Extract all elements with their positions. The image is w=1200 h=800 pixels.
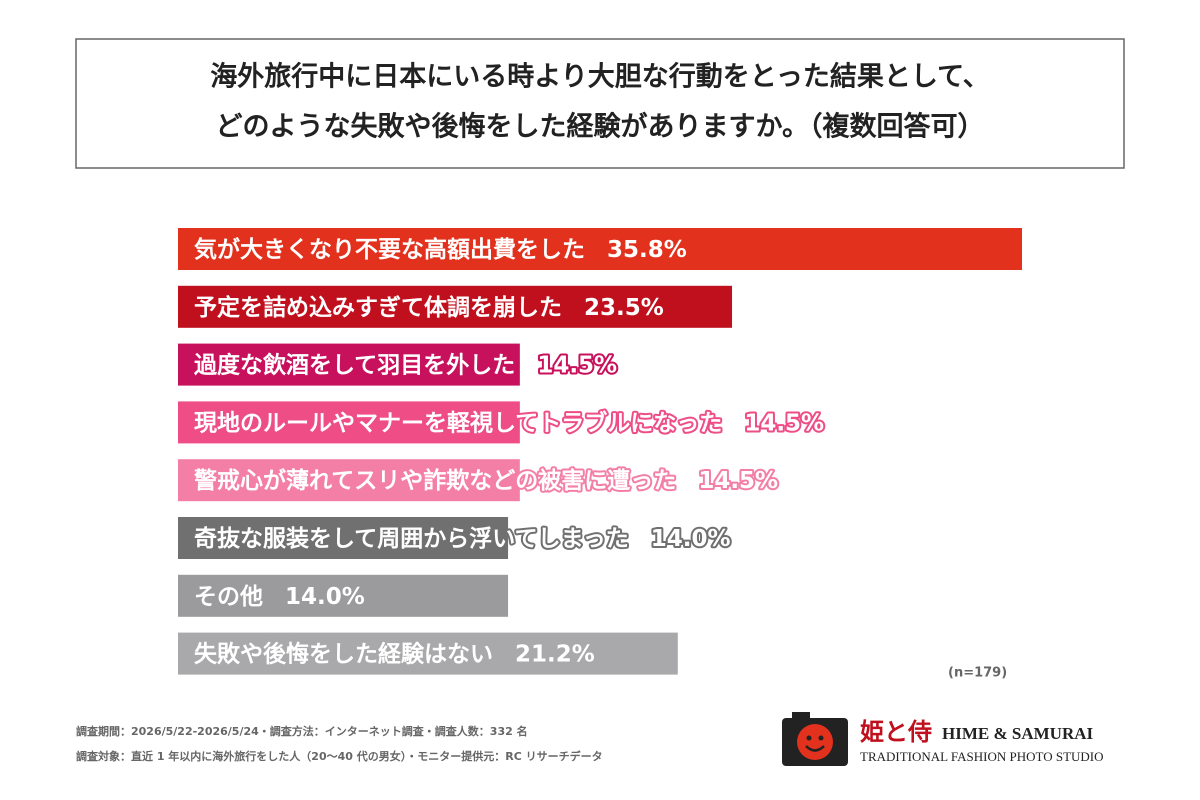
value-label: 14.5% — [744, 410, 824, 436]
title-box — [75, 38, 1125, 169]
logo-kanji: 姫と侍 — [860, 718, 932, 746]
logo-name: HIME & SAMURAI — [942, 724, 1093, 743]
bar-label: 奇抜な服装をして周囲から浮いてしまった 14.0% — [194, 525, 731, 552]
bar — [178, 632, 678, 675]
footer-note: 調査期間：2026/5/22-2026/5/24・調査方法：インターネット調査・… — [76, 724, 528, 738]
category-label: 過度な飲酒をして羽目を外した — [194, 351, 515, 378]
bar — [178, 517, 509, 559]
chart-title: 海外旅行中に日本にいる時より大胆な行動をとった結果として、 — [210, 61, 990, 93]
bar — [178, 343, 520, 386]
value-label: 14.0% — [651, 526, 731, 552]
bar-label: その他 14.0% — [194, 583, 365, 609]
bar-label: 予定を詰め込みすぎて体調を崩した 23.5% — [194, 293, 664, 320]
category-label: 現地のルールやマナーを軽視してトラブルになった — [194, 409, 722, 436]
category-label: その他 — [194, 583, 263, 609]
footer-note: 調査対象：直近 1 年以内に海外旅行をした人（20〜40 代の男女）・モニター提… — [76, 749, 603, 763]
value-label: 23.5% — [584, 294, 664, 320]
bar-label: 警戒心が薄れてスリや詐欺などの被害に遭った 14.5% — [194, 467, 778, 494]
category-label: 気が大きくなり不要な高額出費をした — [194, 236, 585, 263]
logo-icon — [782, 712, 848, 766]
sample-note: (n=179) — [948, 666, 1007, 681]
bar — [178, 285, 733, 328]
bar — [178, 228, 1022, 270]
bar — [178, 401, 520, 444]
chart-title: どのような失敗や後悔をした経験がありますか。（複数回答可） — [216, 111, 985, 143]
category-label: 予定を詰め込みすぎて体調を崩した — [194, 293, 562, 320]
value-label: 21.2% — [515, 641, 595, 667]
value-label: 14.5% — [537, 352, 617, 378]
bar — [178, 574, 509, 617]
value-label: 14.5% — [698, 468, 778, 494]
value-label: 14.0% — [285, 583, 365, 609]
bar-label: 現地のルールやマナーを軽視してトラブルになった 14.5% — [194, 409, 824, 436]
category-label: 失敗や後悔をした経験はない — [194, 640, 493, 667]
category-label: 奇抜な服装をして周囲から浮いてしまった — [194, 525, 629, 552]
bar-label: 失敗や後悔をした経験はない 21.2% — [194, 640, 595, 667]
bar — [178, 459, 520, 502]
bar-label: 過度な飲酒をして羽目を外した 14.5% — [194, 351, 617, 378]
bar-label: 気が大きくなり不要な高額出費をした 35.8% — [194, 236, 687, 263]
category-label: 警戒心が薄れてスリや詐欺などの被害に遭った — [194, 467, 676, 494]
value-label: 35.8% — [607, 237, 687, 263]
logo-tagline: TRADITIONAL FASHION PHOTO STUDIO — [860, 749, 1104, 764]
